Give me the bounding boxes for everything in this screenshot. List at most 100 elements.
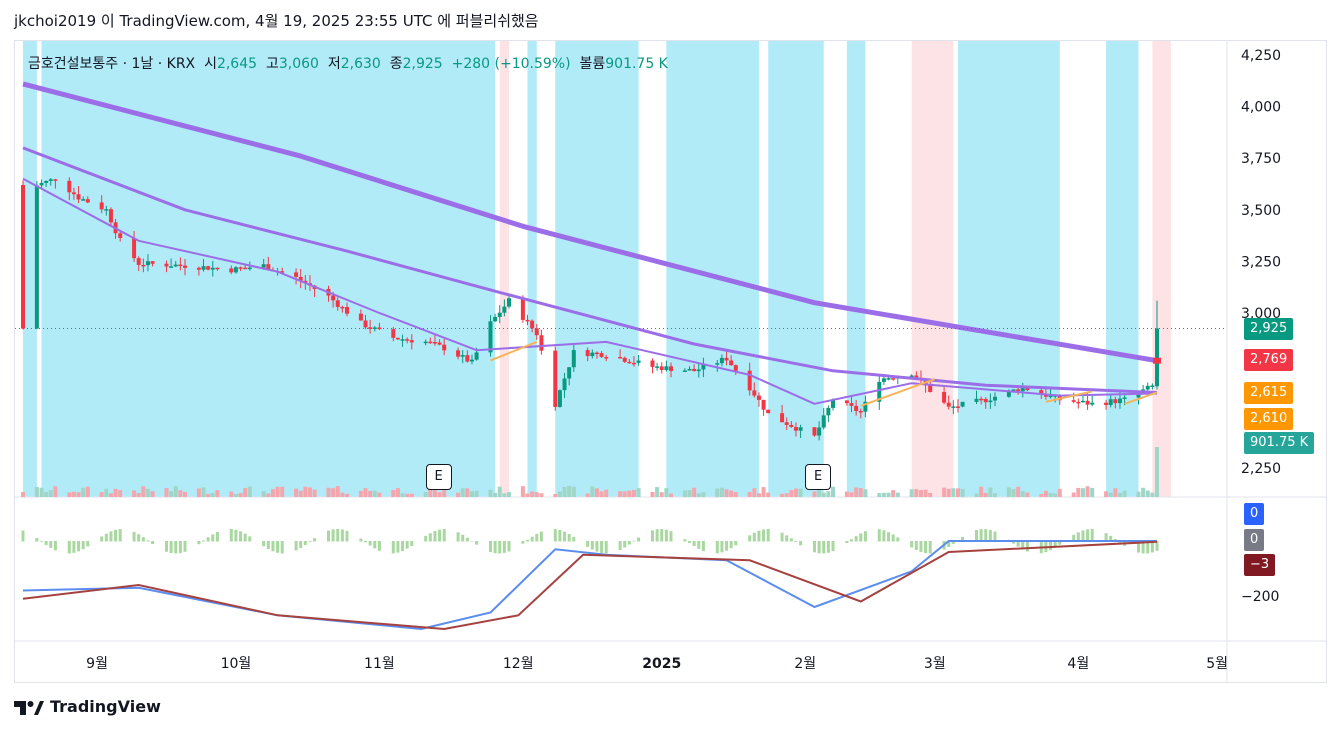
volume-bar (99, 492, 104, 497)
macd-histogram-bar (1104, 533, 1108, 542)
candle-body (1108, 399, 1113, 405)
volume-bar (747, 492, 752, 497)
open-value: 2,645 (216, 56, 258, 72)
volume-bar (923, 489, 928, 497)
volume-bar (113, 488, 118, 497)
volume-bar (488, 489, 493, 497)
macd-histogram-bar (854, 536, 858, 542)
macd-badge-2: −3 (1244, 554, 1276, 576)
candle-body (719, 357, 724, 364)
chart-canvas[interactable]: 4,2504,0003,7503,5003,2503,0002,250−2009… (15, 41, 1326, 682)
volume-bar (1071, 492, 1076, 497)
volume-bar (993, 493, 997, 497)
volume-bar (507, 492, 511, 497)
candle-body (206, 266, 211, 270)
candle-body (368, 327, 373, 329)
macd-histogram-bar (410, 541, 414, 546)
candle-body (627, 361, 632, 364)
footer-brand[interactable]: TradingView (14, 697, 161, 716)
candle-body (756, 395, 761, 400)
macd-histogram-bar (498, 541, 502, 554)
macd-histogram-bar (1049, 541, 1053, 551)
macd-histogram-bar (910, 541, 914, 548)
macd-histogram-bar (234, 529, 238, 542)
macd-histogram-bar (558, 530, 562, 542)
candle-body (502, 306, 507, 313)
candle-body (669, 366, 673, 371)
volume-bar (108, 493, 113, 497)
candle-body (1113, 399, 1118, 404)
macd-histogram-bar (340, 529, 344, 542)
candle-body (766, 409, 771, 414)
macd-histogram-bar (637, 537, 641, 542)
macd-histogram-bar (239, 531, 243, 542)
macd-histogram-bar (1058, 541, 1062, 545)
macd-histogram-bar (174, 541, 178, 554)
macd-histogram-bar (303, 541, 307, 546)
last-volume-bar (1155, 447, 1159, 497)
time-tick-label: 2월 (794, 656, 816, 672)
volume-bar (1113, 488, 1118, 497)
volume-bar (442, 486, 447, 497)
volume-bar (331, 488, 336, 497)
volume-bar (307, 487, 312, 497)
volume-bar (733, 492, 738, 497)
macd-badge-1: 0 (1244, 529, 1265, 551)
volume-bar (1080, 488, 1085, 497)
chart-frame[interactable]: 4,250 4,000 3,750 3,500 3,250 3,000 2,250 −200 9… (14, 40, 1327, 683)
volume-bar (960, 488, 965, 497)
volume-bar (391, 489, 396, 497)
volume-bar (585, 493, 590, 497)
macd-histogram-bar (720, 541, 724, 553)
candle-body (604, 356, 609, 359)
macd-histogram-bar (1012, 541, 1016, 544)
candle-body (104, 209, 109, 211)
candle-body (525, 319, 530, 322)
candle-body (928, 385, 933, 392)
macd-histogram-bar (100, 536, 104, 542)
candle-body (400, 339, 405, 341)
volume-bar (979, 486, 984, 497)
earnings-event-badge[interactable]: E (425, 464, 452, 490)
macd-histogram-bar (863, 531, 867, 542)
candle-body (955, 406, 960, 408)
earnings-event-badge[interactable]: E (805, 464, 832, 490)
candle-body (636, 360, 641, 363)
volume-bar (145, 488, 150, 497)
candle-body (1048, 395, 1053, 398)
macd-histogram-bar (766, 529, 770, 542)
candle-body (136, 258, 141, 265)
volume-bar (1141, 487, 1146, 497)
volume-bar (395, 488, 400, 497)
macd-histogram-bar (734, 541, 738, 546)
volume-bar (724, 489, 729, 497)
volume-bar (169, 491, 174, 497)
price-tick-label: 3,250 (1241, 254, 1281, 270)
candle-body (562, 378, 567, 391)
candle-body (243, 267, 248, 270)
volume-bar (460, 488, 465, 497)
macd-histogram-bar (780, 532, 784, 542)
price-tick-label: 3,750 (1241, 151, 1281, 167)
macd-histogram-bar (164, 541, 168, 552)
macd-histogram-bar (567, 534, 571, 542)
macd-histogram-bar (988, 529, 992, 542)
macd-histogram-bar (49, 541, 53, 548)
candle-body (432, 342, 437, 344)
candle-body (891, 378, 896, 380)
candle-body (395, 337, 400, 340)
candle-body (530, 320, 535, 329)
candle-body (983, 398, 988, 403)
high-label: 고 (265, 56, 279, 72)
candle-body (497, 312, 502, 317)
candle-body (1117, 398, 1122, 404)
macd-histogram-bar (465, 537, 469, 542)
macd-histogram-bar (359, 538, 363, 542)
candle-body (664, 366, 669, 371)
price-badge-4: 901.75 K (1244, 432, 1315, 454)
candle-body (831, 400, 835, 408)
macd-histogram-bar (812, 541, 816, 553)
macd-histogram-bar (822, 541, 826, 554)
candle-body (701, 364, 706, 370)
volume-bar (132, 490, 137, 497)
